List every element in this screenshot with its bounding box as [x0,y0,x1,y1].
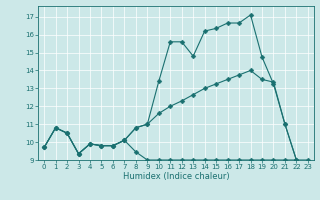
X-axis label: Humidex (Indice chaleur): Humidex (Indice chaleur) [123,172,229,181]
